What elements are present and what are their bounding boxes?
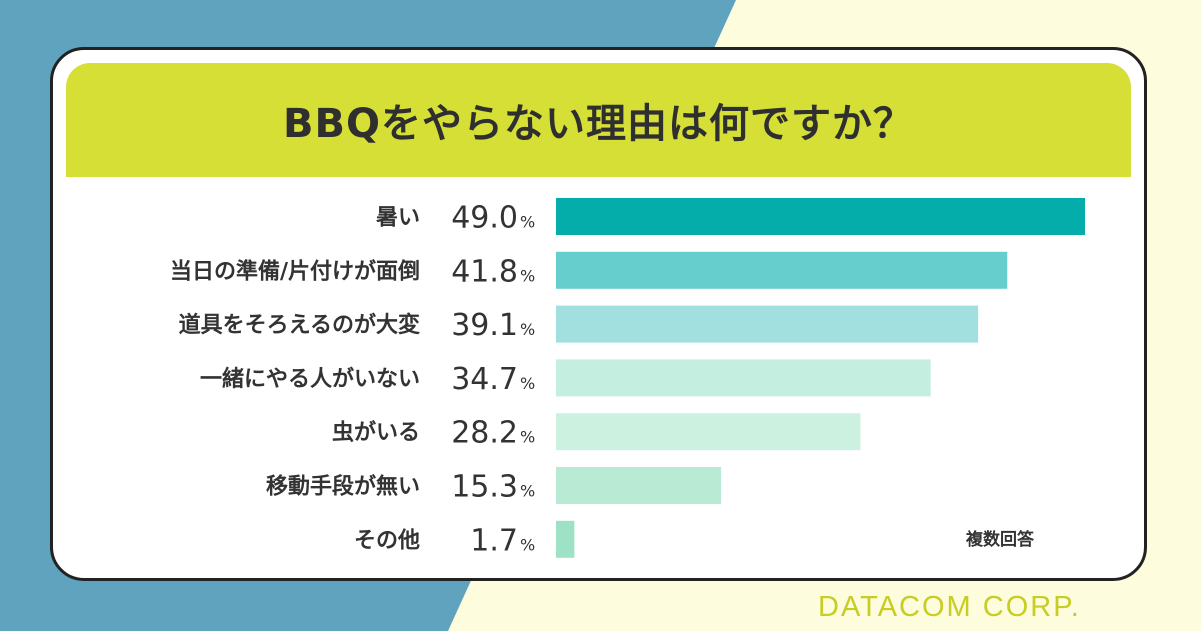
percent-unit-label: % xyxy=(520,535,535,554)
value-label: 34.7 xyxy=(451,362,518,397)
value-label: 49.0 xyxy=(451,201,518,236)
bar xyxy=(556,520,575,558)
bar xyxy=(556,359,931,397)
percent-unit-label: % xyxy=(520,320,535,339)
percent-unit-label: % xyxy=(520,428,535,447)
brand-logo-text: DATACOM CORP. xyxy=(818,591,1081,623)
percent-unit-label: % xyxy=(520,213,535,232)
bar xyxy=(556,198,1085,235)
category-label: 虫がいる xyxy=(332,420,420,446)
multiple-answers-note: 複数回答 xyxy=(966,530,1034,550)
title-band: BBQをやらない理由は何ですか？ xyxy=(66,63,1131,177)
bar xyxy=(556,413,861,451)
bar xyxy=(556,251,1008,289)
category-label: 道具をそろえるのが大変 xyxy=(179,312,420,338)
category-label: 当日の準備/片付けが面倒 xyxy=(170,258,420,284)
chart-title: BBQをやらない理由は何ですか？ xyxy=(283,101,914,147)
percent-unit-label: % xyxy=(520,266,535,285)
percent-unit-label: % xyxy=(520,374,535,393)
value-label: 41.8 xyxy=(451,254,518,289)
value-label: 15.3 xyxy=(451,470,518,505)
category-label: その他 xyxy=(354,528,420,553)
value-label: 39.1 xyxy=(451,308,518,343)
category-label: 暑い xyxy=(376,206,420,231)
bar xyxy=(556,305,979,343)
percent-unit-label: % xyxy=(520,482,535,501)
bar xyxy=(556,467,722,504)
category-label: 一緒にやる人がいない xyxy=(200,366,420,392)
category-label: 移動手段が無い xyxy=(266,474,420,500)
value-label: 28.2 xyxy=(451,416,518,451)
value-label: 1.7 xyxy=(470,523,518,558)
